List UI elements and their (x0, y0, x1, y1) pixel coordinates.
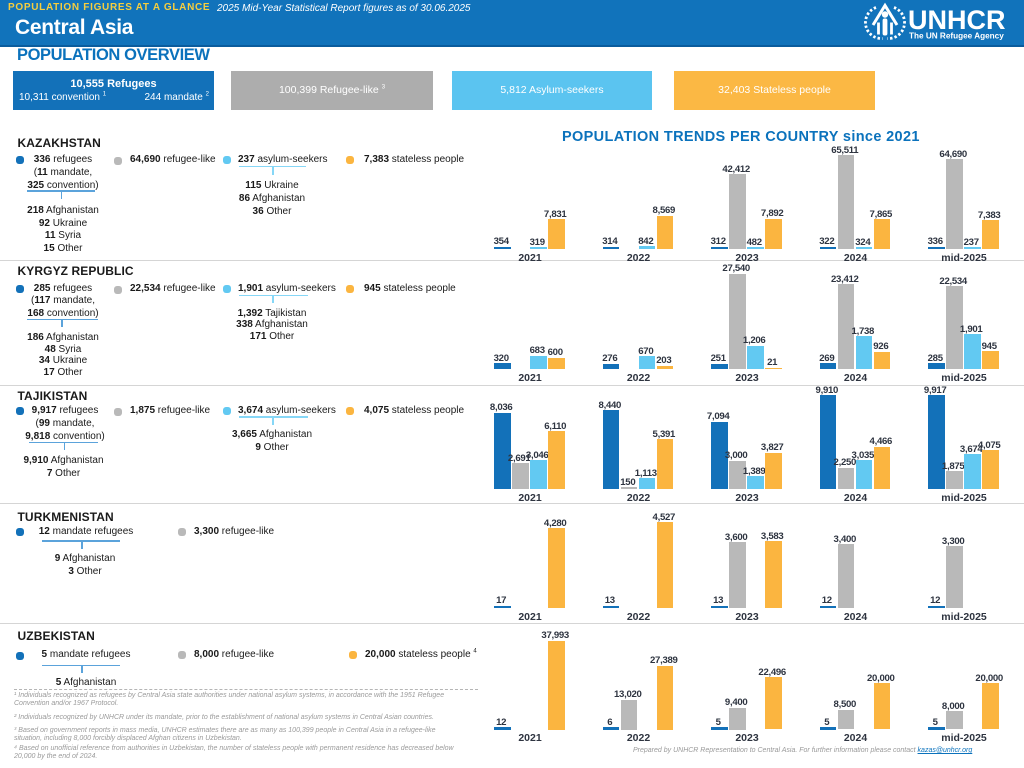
svg-text:UNHCR: UNHCR (908, 5, 1006, 35)
svg-text:The UN Refugee Agency: The UN Refugee Agency (909, 32, 1004, 41)
